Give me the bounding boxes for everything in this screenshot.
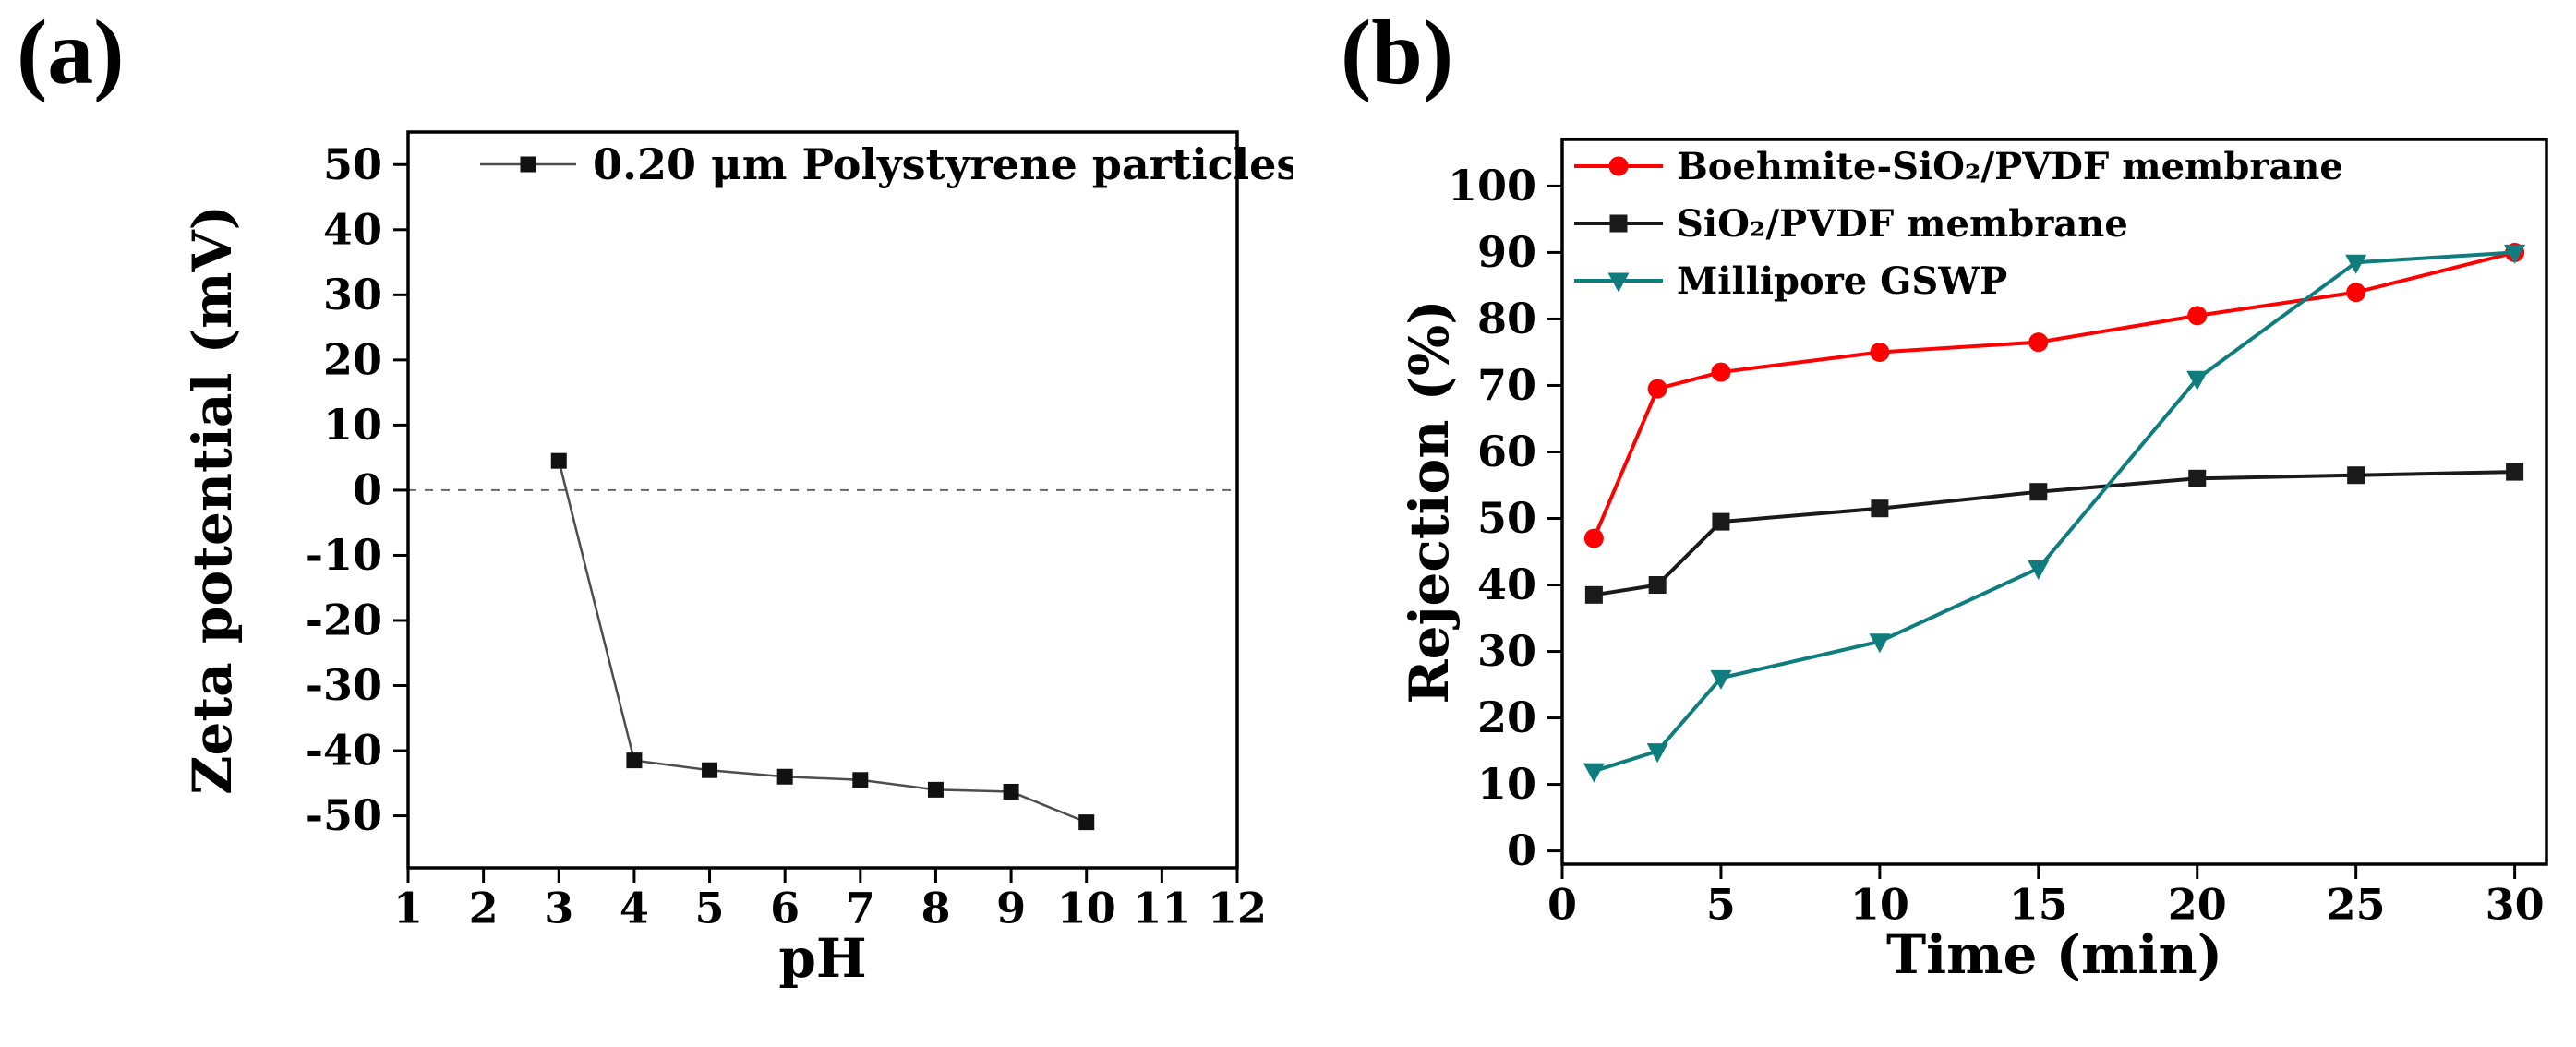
series-1-line	[1594, 470, 2515, 597]
panel-b: (b) 0 5 10 15 20 25 30 0 10 20 30 40 50 60 70 80 90 100 Ti…	[1293, 0, 2576, 1047]
series-2-marker-triangle-down	[2504, 244, 2526, 264]
series-0-marker-square	[776, 768, 793, 785]
plot-frame	[1560, 138, 2548, 866]
series-0-line	[558, 460, 1088, 824]
series-1-marker-square	[2347, 466, 2365, 485]
series-0-marker-square	[852, 772, 869, 788]
plot-frame	[406, 130, 1239, 870]
x-axis-label: Time (min)	[1886, 923, 2222, 986]
y-tick-label: -30	[306, 660, 382, 710]
y-axis-label: Zeta potential (mV)	[181, 205, 244, 795]
x-tick-label: 5	[695, 884, 725, 933]
panel-a-label: (a)	[17, 1, 125, 103]
y-tick-label: 40	[1477, 560, 1536, 609]
y-tick-label: -10	[306, 530, 382, 580]
legend-label: SiO₂/PVDF membrane	[1677, 202, 2128, 246]
series-1-marker-square	[2506, 463, 2524, 481]
x-tick-label: 30	[2486, 880, 2545, 930]
series-2-marker-triangle-down	[2028, 560, 2050, 581]
series-0-line	[1592, 250, 2516, 539]
x-tick-label: 10	[1850, 880, 1909, 930]
y-tick-label: 60	[1477, 427, 1536, 476]
series-1-marker-square	[1712, 512, 1730, 531]
x-tick-label: 20	[2168, 880, 2227, 930]
y-tick-label: 30	[1477, 626, 1536, 676]
x-tick-label: 2	[469, 884, 499, 933]
series-0-marker-circle	[1647, 379, 1667, 399]
series-0-marker-square	[927, 781, 944, 798]
y-tick-label: 40	[323, 204, 382, 254]
series-0-marker-circle	[1711, 362, 1731, 382]
x-axis-label: pH	[778, 927, 866, 990]
x-tick-label: 5	[1706, 880, 1736, 930]
y-tick-label: 10	[1477, 759, 1536, 809]
y-axis-label: Rejection (%)	[1398, 299, 1461, 704]
series-0-marker-circle	[2028, 332, 2049, 353]
x-tick-label: 10	[1057, 884, 1116, 933]
series-0-marker-square	[1003, 783, 1019, 800]
series-2-line	[1593, 250, 2515, 774]
y-tick-label: 20	[323, 334, 382, 384]
x-tick-label: 8	[921, 884, 950, 933]
legend-marker-circle	[1608, 156, 1629, 176]
series-0-marker-circle	[2187, 306, 2208, 326]
y-tick-label: 30	[323, 270, 382, 319]
legend-label: 0.20 μm Polystyrene particles	[593, 139, 1293, 189]
x-tick-label: 12	[1208, 884, 1267, 933]
y-tick-label: 20	[1477, 692, 1536, 742]
series-2-marker-triangle-down	[2345, 254, 2367, 274]
x-tick-label: 6	[770, 884, 800, 933]
series-0-marker-square	[626, 752, 643, 769]
series-0-marker-circle	[1870, 342, 1890, 362]
legend-marker-triangle-down	[1607, 272, 1630, 293]
x-tick-label: 15	[2009, 880, 2068, 930]
chart-b-rejection: 0 5 10 15 20 25 30 0 10 20 30 40 50 60 70 80 90 100 Time (…	[1398, 138, 2548, 986]
series-0-marker-square	[1078, 814, 1095, 831]
y-tick-label: 80	[1477, 294, 1536, 343]
y-tick-label: -20	[306, 596, 382, 645]
x-tick-label: 25	[2327, 880, 2386, 930]
series-2-marker-triangle-down	[2186, 370, 2209, 391]
y-tick-label: 0	[1507, 825, 1536, 875]
series-2-marker-triangle-down	[1583, 763, 1605, 783]
series-0-marker-circle	[2346, 283, 2366, 303]
panel-b-label: (b)	[1341, 1, 1454, 103]
legend-label: Boehmite-SiO₂/PVDF membrane	[1677, 145, 2343, 188]
legend-marker-square	[1609, 214, 1628, 233]
series-2-marker-triangle-down	[1710, 669, 1732, 690]
y-tick-label: -50	[306, 790, 382, 840]
y-tick-label: 70	[1477, 360, 1536, 410]
legend-marker-square	[520, 156, 536, 173]
series-0-marker-circle	[1583, 528, 1604, 548]
y-tick-label: 100	[1448, 161, 1536, 211]
x-tick-label: 3	[544, 884, 573, 933]
x-tick-label: 11	[1132, 884, 1191, 933]
series-1-marker-square	[2188, 469, 2207, 487]
series-1-marker-square	[1648, 576, 1667, 595]
y-tick-label: -40	[306, 726, 382, 776]
legend-label: Millipore GSWP	[1677, 259, 2007, 303]
y-tick-label: 90	[1477, 227, 1536, 277]
x-tick-label: 9	[996, 884, 1026, 933]
y-tick-label: 10	[323, 400, 382, 450]
x-tick-label: 1	[393, 884, 423, 933]
series-1-marker-square	[1584, 585, 1603, 604]
x-tick-label: 4	[620, 884, 649, 933]
y-tick-label: 50	[1477, 493, 1536, 543]
series-1-marker-square	[2029, 483, 2048, 501]
panel-a: (a) 1 2 3 4 5 6 7 8 9 10 11 12 -50 -40 -30 -20 -10 0 10 20 3…	[17, 1, 1293, 991]
series-0-marker-square	[702, 762, 718, 778]
y-tick-label: 0	[353, 465, 382, 515]
chart-a-zeta-potential: 1 2 3 4 5 6 7 8 9 10 11 12-50-40-30-20-100102030405…	[181, 130, 1293, 990]
series-2-marker-triangle-down	[1869, 633, 1891, 654]
series-2-marker-triangle-down	[1646, 743, 1668, 764]
series-0-marker-square	[550, 452, 567, 469]
x-tick-label: 0	[1547, 880, 1577, 930]
x-tick-label: 7	[846, 884, 875, 933]
y-tick-label: 50	[323, 139, 382, 189]
series-1-marker-square	[1871, 499, 1889, 518]
